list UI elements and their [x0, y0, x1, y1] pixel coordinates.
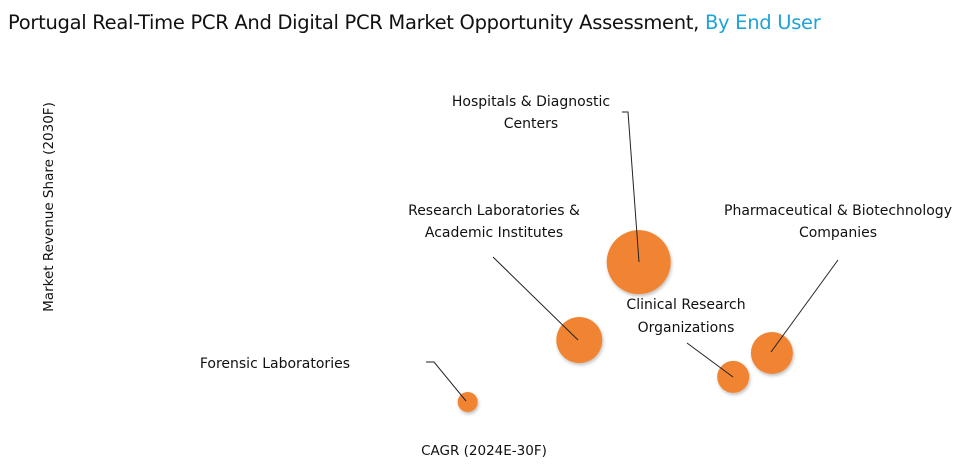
label-forensic: Forensic Laboratories — [200, 356, 350, 372]
chart-title: Portugal Real-Time PCR And Digital PCR M… — [8, 11, 821, 34]
leader-line-pharma — [770, 259, 839, 353]
bubble-hospitals-diagnostic-centers — [606, 230, 671, 295]
bubble-clinical-research-organizations — [717, 360, 750, 393]
y-axis-label: Market Revenue Share (2030F) — [41, 102, 57, 312]
x-axis-label: CAGR (2024E-30F) — [421, 443, 547, 459]
leader-line-hospitals — [622, 111, 640, 263]
title-highlight: By End User — [704, 11, 821, 34]
label-pharma: Pharmaceutical & Biotechnology Companies — [724, 203, 952, 241]
leader-line-cro — [686, 342, 734, 378]
leader-line-forensic — [426, 361, 467, 402]
label-research: Research Laboratories & Academic Institut… — [408, 203, 580, 241]
bubble-pharmaceutical-biotechnology-companies — [750, 331, 793, 374]
label-cro: Clinical Research Organizations — [626, 297, 745, 336]
title-main: Portugal Real-Time PCR And Digital PCR M… — [8, 11, 700, 34]
bubble-research-laboratories-academic-institutes — [556, 317, 603, 364]
leader-line-research — [492, 256, 579, 341]
label-hospitals: Hospitals & Diagnostic Centers — [452, 94, 610, 132]
bubbles-layer — [457, 230, 793, 412]
